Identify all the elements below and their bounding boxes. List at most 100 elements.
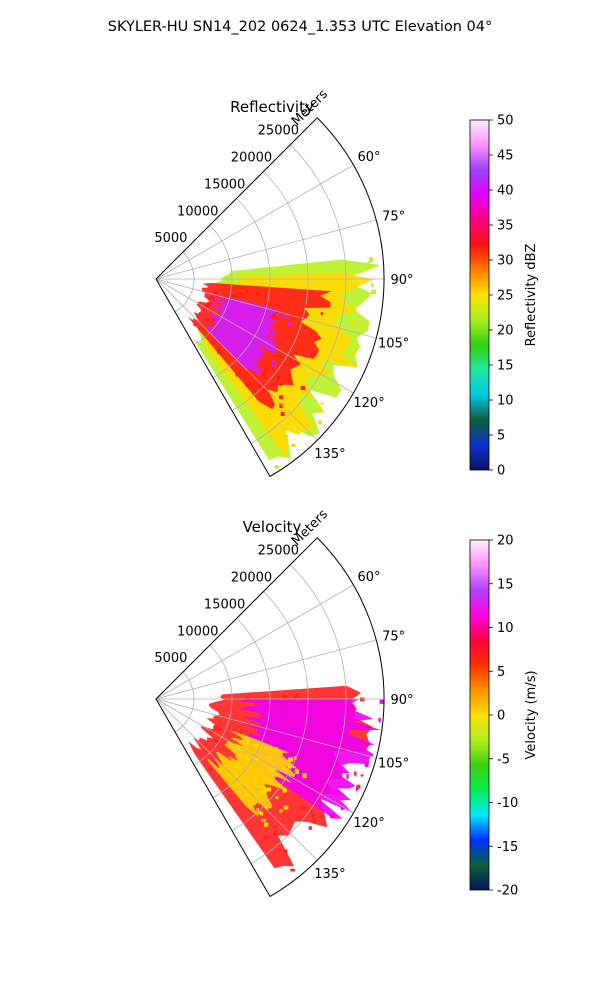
strong-outbound-gate <box>283 739 288 744</box>
strong-echo-gate <box>207 302 212 306</box>
strong-echo-gate <box>206 319 210 323</box>
strong-outbound-gate <box>349 704 355 710</box>
colorbar-tick-label: -15 <box>497 840 518 855</box>
intense-echo-gate <box>235 320 238 324</box>
inbound-flow-gate <box>310 809 313 814</box>
weak-flow-gate <box>282 767 286 770</box>
strong-echo-gate <box>264 368 269 371</box>
range-tick-label: 10000 <box>177 624 218 639</box>
intense-echo-gate <box>224 326 227 330</box>
light-echo-gate <box>356 344 360 348</box>
azimuth-spoke <box>155 219 377 280</box>
strong-outbound-gate <box>257 729 260 733</box>
strong-echo-gate <box>282 360 285 366</box>
inbound-flow-gate <box>301 806 306 810</box>
range-tick-label: 15000 <box>204 597 245 612</box>
inbound-flow-gate <box>240 729 243 732</box>
strong-outbound <box>234 699 382 819</box>
intense-echo-gate <box>287 321 292 326</box>
moderate-echo-gate <box>320 402 324 405</box>
weak-flow-gate <box>263 787 268 791</box>
strong-outbound-gate <box>330 750 334 756</box>
strong-outbound-gate <box>335 734 340 740</box>
colorbar-label: Velocity (m/s) <box>524 670 539 759</box>
weak-flow-gate <box>266 787 272 792</box>
moderate-echo-gate <box>283 435 289 438</box>
intense-echo-gate <box>271 310 276 314</box>
weak-flow-gate <box>279 809 283 813</box>
azimuth-tick-label: 60° <box>358 570 381 585</box>
weak-flow-gate <box>267 767 270 770</box>
colorbar-tick-label: 10 <box>497 394 514 409</box>
intense-echo-gate <box>270 347 276 353</box>
inbound-flow-gate <box>308 826 312 830</box>
colorbar-tick-label: 40 <box>497 184 514 199</box>
strong-echo-gate <box>262 372 266 378</box>
range-tick-label: 5000 <box>154 651 187 666</box>
strong-echo-gate <box>235 373 238 377</box>
range-ring <box>250 564 347 864</box>
colorbar-tick-label: 30 <box>497 254 514 269</box>
range-ring <box>174 251 195 313</box>
weak-flow-gate <box>239 753 244 758</box>
inbound-flow-gate <box>313 819 317 824</box>
intense-echo-gate <box>265 325 268 330</box>
moderate-echo-gate <box>350 351 355 354</box>
intense-echo-gate <box>228 300 231 305</box>
inbound-flow-gate <box>209 729 213 734</box>
strong-outbound-gate <box>364 762 369 767</box>
range-tick-label: 20000 <box>231 151 272 166</box>
colorbar-tick-label: 35 <box>497 219 514 234</box>
azimuth-tick-label: 75° <box>382 629 405 644</box>
strong-echo-gate <box>212 291 218 295</box>
weak-flow-gate <box>302 773 307 779</box>
inbound-flow-gate <box>283 694 287 700</box>
intense-echo-gate <box>263 306 266 311</box>
intense-echo-gate <box>215 317 221 322</box>
azimuth-spoke <box>155 584 354 700</box>
colorbar-tick-label: 5 <box>497 665 505 680</box>
azimuth-spoke <box>155 164 354 280</box>
range-tick-label: 5000 <box>154 231 187 246</box>
moderate-echo-gate <box>295 413 300 419</box>
strong-echo-gate <box>197 314 200 319</box>
range-ring <box>174 671 195 733</box>
weak-flow-gate <box>244 793 249 797</box>
range-ring <box>193 644 233 766</box>
azimuth-tick-label: 90° <box>390 693 413 708</box>
weak-flow <box>207 730 298 818</box>
weak-flow-gate <box>288 757 294 762</box>
strong-outbound-gate <box>379 699 384 704</box>
strong-echo-gate <box>280 411 285 416</box>
strong-echo-gate <box>320 312 324 316</box>
strong-echo-gate <box>231 294 236 298</box>
range-tick-label: 20000 <box>231 571 272 586</box>
azimuth-spoke <box>155 698 318 861</box>
strong-outbound-gate <box>346 774 349 779</box>
intense-echo-gate <box>230 315 233 319</box>
weak-flow-gate <box>254 744 259 748</box>
azimuth-tick-label: 105° <box>378 757 409 772</box>
colorbar-tick-label: 20 <box>497 324 514 339</box>
intense-echo-gate <box>231 308 235 312</box>
inbound-flow-gate <box>293 696 297 701</box>
range-ring <box>212 618 271 799</box>
strong-outbound-gate <box>329 813 335 819</box>
strong-outbound-gate <box>309 709 312 712</box>
weak-flow-gate <box>239 782 242 786</box>
strong-outbound-gate <box>311 716 316 720</box>
strong-echo-gate <box>279 395 284 399</box>
weak-flow-gate <box>265 806 269 810</box>
weak-flow-gate <box>287 764 292 769</box>
inbound-flow-gate <box>213 725 219 731</box>
range-ring <box>212 198 271 379</box>
colorbar-tick-label: -5 <box>497 752 510 767</box>
strong-outbound-gate <box>278 727 282 732</box>
light-echo-gate <box>371 289 376 295</box>
weak-flow-gate <box>294 756 297 760</box>
strong-outbound-gate <box>249 736 254 739</box>
strong-echo-gate <box>217 349 222 354</box>
range-ring <box>250 144 347 444</box>
strong-echo-gate <box>245 382 249 387</box>
